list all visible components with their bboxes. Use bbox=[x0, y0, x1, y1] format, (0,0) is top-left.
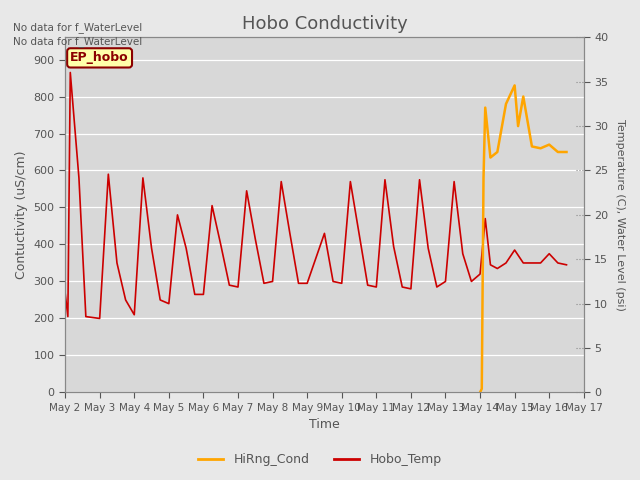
Y-axis label: Temperature (C), Water Level (psi): Temperature (C), Water Level (psi) bbox=[615, 119, 625, 311]
Title: Hobo Conductivity: Hobo Conductivity bbox=[241, 15, 407, 33]
X-axis label: Time: Time bbox=[309, 419, 340, 432]
Legend: HiRng_Cond, Hobo_Temp: HiRng_Cond, Hobo_Temp bbox=[193, 448, 447, 471]
Text: No data for f_WaterLevel: No data for f_WaterLevel bbox=[13, 22, 142, 33]
Text: EP_hobo: EP_hobo bbox=[70, 51, 129, 64]
Text: No data for f_WaterLevel: No data for f_WaterLevel bbox=[13, 36, 142, 47]
Y-axis label: Contuctivity (uS/cm): Contuctivity (uS/cm) bbox=[15, 151, 28, 279]
